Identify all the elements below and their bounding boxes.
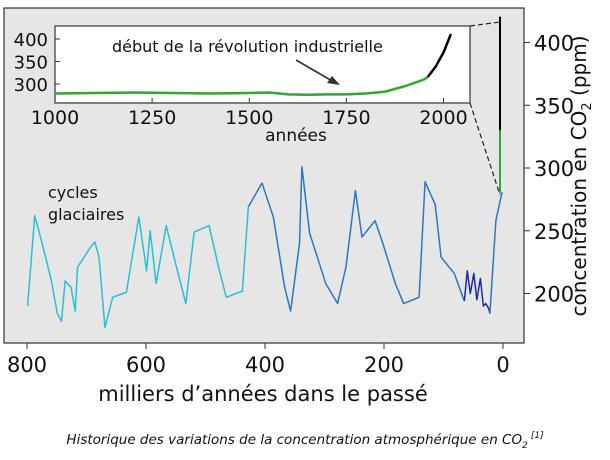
x-tick-label-0: 800 [7, 353, 47, 377]
y-axis-label-sub: 2 [580, 102, 595, 110]
y-axis-label-suffix: (ppm) [567, 35, 591, 102]
co2-series-2 [463, 270, 491, 314]
inset-x-tick-label-0: 1000 [31, 107, 79, 129]
y-axis-label: concentration en CO2 (ppm) [567, 35, 595, 316]
caption-sub: 2 [522, 441, 528, 451]
inset-series-1 [426, 33, 453, 78]
annotation-arrow [295, 59, 335, 83]
x-tick-label-4: 0 [496, 353, 509, 377]
caption-ref: [1] [531, 431, 544, 441]
inset-y-tick-label-0: 400 [14, 30, 48, 51]
caption-text: Historique des variations de la concentr… [66, 432, 522, 448]
inset-series-0 [54, 75, 429, 97]
y-tick-label-4: 400 [534, 32, 574, 56]
inset-x-axis-label: années [265, 126, 327, 146]
inset-x-tick-label-3: 1750 [322, 107, 370, 129]
co2-series-1 [247, 165, 466, 312]
glacial-cycles-label-1: cycles [48, 183, 98, 202]
figure-caption: Historique des variations de la concentr… [66, 431, 544, 451]
industrial-revolution-annotation: début de la révolution industrielle [112, 37, 383, 56]
glacial-cycles-label-2: glaciaires [48, 205, 124, 224]
x-tick-label-2: 400 [245, 353, 285, 377]
inset-y-tick-label-2: 300 [14, 75, 48, 96]
x-tick-label-3: 200 [364, 353, 404, 377]
zoom-connector-bottom [469, 102, 501, 196]
y-tick-label-0: 200 [534, 283, 574, 307]
inset-series-group [54, 33, 453, 97]
zoom-connector-top [469, 21, 501, 27]
inset-x-tick-label-2: 1500 [225, 107, 273, 129]
co2-series-3 [489, 192, 503, 314]
x-tick-label-1: 600 [126, 353, 166, 377]
inset-plot-area [54, 25, 471, 104]
y-tick-label-1: 250 [534, 220, 574, 244]
co2-series-0 [26, 206, 250, 329]
x-axis-label: milliers d’années dans le passé [98, 382, 427, 406]
y-axis-label-prefix: concentration en CO [567, 111, 591, 317]
inset-x-tick-label-4: 2000 [419, 107, 467, 129]
y-tick-label-2: 300 [534, 157, 574, 181]
main-series-group [26, 16, 503, 329]
inset-x-tick-label-1: 1250 [128, 107, 176, 129]
y-tick-label-3: 350 [534, 94, 574, 118]
inset-y-tick-label-1: 350 [14, 53, 48, 74]
annotation-arrowhead [327, 76, 340, 85]
